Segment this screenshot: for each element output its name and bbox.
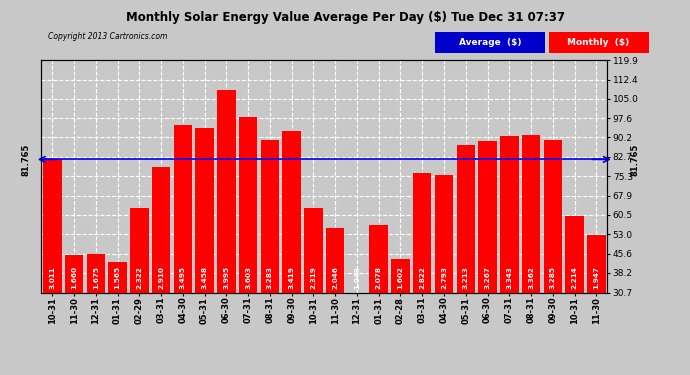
- Bar: [478, 141, 497, 372]
- Text: 3.285: 3.285: [550, 266, 556, 289]
- Bar: [413, 173, 431, 372]
- Bar: [282, 130, 301, 372]
- Text: 2.910: 2.910: [158, 266, 164, 289]
- Bar: [587, 235, 606, 372]
- Text: Average  ($): Average ($): [459, 38, 521, 47]
- Bar: [522, 135, 540, 372]
- Bar: [500, 136, 518, 372]
- Bar: [195, 128, 214, 372]
- Bar: [391, 259, 410, 372]
- Text: 3.362: 3.362: [528, 266, 534, 289]
- Text: 1.660: 1.660: [71, 266, 77, 289]
- Text: 3.011: 3.011: [49, 266, 55, 289]
- Text: 1.947: 1.947: [593, 266, 600, 289]
- Text: 3.213: 3.213: [463, 266, 469, 289]
- Bar: [544, 140, 562, 372]
- Bar: [435, 175, 453, 372]
- Text: 2.319: 2.319: [310, 266, 317, 289]
- Text: Monthly Solar Energy Value Average Per Day ($) Tue Dec 31 07:37: Monthly Solar Energy Value Average Per D…: [126, 11, 564, 24]
- Text: 3.995: 3.995: [224, 266, 229, 289]
- Bar: [86, 254, 105, 372]
- Text: 2.322: 2.322: [137, 266, 142, 289]
- Bar: [65, 255, 83, 372]
- Bar: [348, 298, 366, 372]
- Text: 2.214: 2.214: [571, 266, 578, 289]
- Bar: [217, 90, 235, 372]
- Text: 3.458: 3.458: [201, 266, 208, 289]
- Text: 2.078: 2.078: [375, 266, 382, 289]
- Text: 1.048: 1.048: [354, 266, 360, 289]
- Text: 2.046: 2.046: [332, 266, 338, 289]
- Bar: [565, 216, 584, 372]
- Bar: [261, 140, 279, 372]
- Bar: [152, 166, 170, 372]
- Text: Monthly  ($): Monthly ($): [567, 38, 630, 47]
- Bar: [369, 225, 388, 372]
- Text: 3.283: 3.283: [267, 266, 273, 289]
- Text: 2.793: 2.793: [441, 266, 447, 289]
- Bar: [457, 145, 475, 372]
- Text: 1.675: 1.675: [92, 266, 99, 289]
- Text: Copyright 2013 Cartronics.com: Copyright 2013 Cartronics.com: [48, 32, 168, 41]
- Bar: [239, 117, 257, 372]
- Text: 3.603: 3.603: [245, 266, 251, 289]
- Text: 1.602: 1.602: [397, 266, 404, 289]
- Text: 81.765: 81.765: [21, 143, 30, 176]
- Bar: [43, 159, 61, 372]
- Text: 3.343: 3.343: [506, 266, 512, 289]
- Text: 3.419: 3.419: [288, 266, 295, 289]
- Text: 3.267: 3.267: [484, 266, 491, 289]
- Bar: [326, 228, 344, 372]
- Bar: [108, 262, 127, 372]
- Bar: [174, 125, 192, 372]
- Text: 81.765: 81.765: [631, 143, 640, 176]
- Bar: [130, 208, 148, 372]
- Text: 2.822: 2.822: [420, 266, 425, 289]
- Bar: [304, 209, 323, 372]
- Text: 3.495: 3.495: [180, 266, 186, 289]
- Text: 1.565: 1.565: [115, 266, 121, 289]
